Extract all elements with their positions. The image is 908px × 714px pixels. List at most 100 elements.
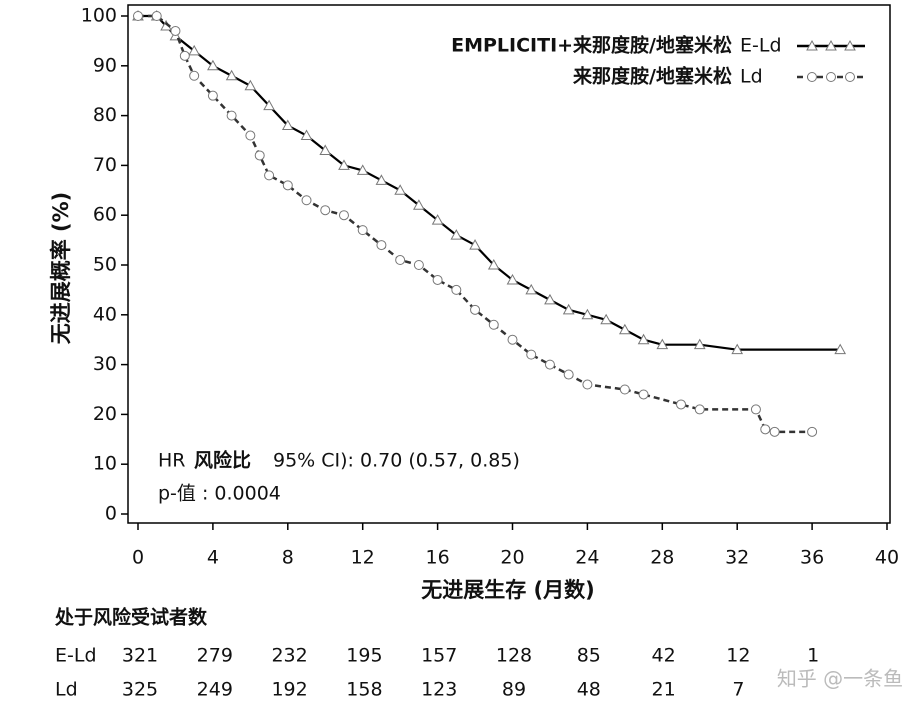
censor-marker [413,199,425,210]
censor-marker [170,25,181,36]
risk-count: 325 [122,679,158,701]
censor-marker [619,384,630,395]
censor-marker [179,50,190,61]
censor-marker [357,225,368,236]
y-tick-label: 0 [105,503,117,525]
censor-marker [281,119,294,131]
risk-count: 1 [807,645,819,667]
y-tick-label: 100 [81,5,117,27]
censor-marker [431,214,444,225]
censor-marker [469,239,481,250]
censor-marker [544,359,555,370]
censor-marker [338,210,349,221]
censor-marker [189,70,200,81]
censor-marker [563,369,574,380]
risk-count: 192 [271,679,307,701]
x-tick-label: 32 [725,547,749,569]
x-tick-label: 20 [500,547,524,569]
y-tick-label: 60 [93,204,117,226]
risk-count: 195 [346,645,382,667]
y-tick-label: 70 [93,154,117,176]
legend-marker [845,72,855,82]
censor-marker [432,274,443,285]
censor-marker [526,349,537,360]
censor-marker [470,304,481,315]
censor-marker [750,404,761,415]
legend-marker [826,72,836,82]
censor-marker [319,144,332,155]
censor-marker [263,99,275,111]
risk-count: 123 [421,679,457,701]
censor-marker [637,333,650,345]
censor-marker [506,273,519,285]
x-tick-label: 16 [426,547,450,569]
x-tick-label: 4 [207,547,219,569]
risk-count: 232 [271,645,307,667]
x-tick-label: 12 [351,547,375,569]
legend-marker [806,39,818,51]
risk-count: 42 [652,645,676,667]
annotation: 风险比 [194,449,251,472]
censor-marker [525,283,538,295]
x-tick-label: 28 [650,547,674,569]
censor-marker [151,11,162,21]
legend-description: 来那度胺/地塞米松 [573,65,732,88]
censor-marker [395,255,406,266]
legend-description: EMPLICITI+来那度胺/地塞米松 [451,34,732,57]
censor-marker [207,90,218,101]
y-tick-label: 20 [93,403,117,425]
censor-marker [244,79,257,91]
censor-marker [582,379,593,390]
censor-marker [544,293,556,305]
censor-marker [356,164,369,175]
censor-marker [619,323,631,335]
x-tick-label: 8 [282,547,294,569]
risk-row-label: Ld [55,679,78,701]
annotation: HR [158,450,186,472]
censor-marker [338,159,350,170]
censor-marker [282,180,293,191]
censor-marker [507,334,518,345]
censor-marker [581,308,594,320]
risk-count: 21 [652,679,676,701]
censor-marker [264,170,275,181]
censor-marker [488,319,499,330]
risk-count: 279 [197,645,233,667]
plot-frame [127,4,891,524]
legend-marker [825,39,837,51]
risk-count: 7 [732,679,744,701]
censor-marker [413,260,424,270]
censor-marker [207,59,219,71]
risk-count: 249 [197,679,233,701]
risk-table-title: 处于风险受试者数 [54,606,208,629]
censor-marker [245,130,256,141]
censor-marker [656,338,669,350]
y-tick-label: 90 [93,54,117,76]
y-tick-label: 30 [93,353,117,375]
censor-marker [133,11,143,21]
censor-marker [226,110,237,121]
risk-count: 48 [577,679,601,701]
y-axis-title: 无进展概率 (%) [49,192,73,345]
legend-label: Ld [740,66,763,88]
y-tick-label: 80 [93,104,117,126]
censor-marker [300,129,313,141]
censor-marker [834,343,847,355]
annotation: p-值 : 0.0004 [158,483,281,505]
censor-marker [188,44,201,56]
x-tick-label: 40 [875,547,899,569]
x-tick-label: 24 [575,547,599,569]
x-tick-label: 0 [132,547,144,569]
risk-count: 85 [577,645,601,667]
y-tick-label: 10 [93,453,117,475]
censor-marker [254,150,265,161]
risk-count: 12 [726,645,750,667]
censor-marker [376,240,387,251]
censor-marker [320,205,331,216]
censor-marker [693,338,706,350]
legend-marker [807,72,817,82]
censor-marker [638,389,649,400]
censor-marker [769,426,780,437]
censor-marker [760,424,771,435]
risk-count: 321 [122,645,158,667]
